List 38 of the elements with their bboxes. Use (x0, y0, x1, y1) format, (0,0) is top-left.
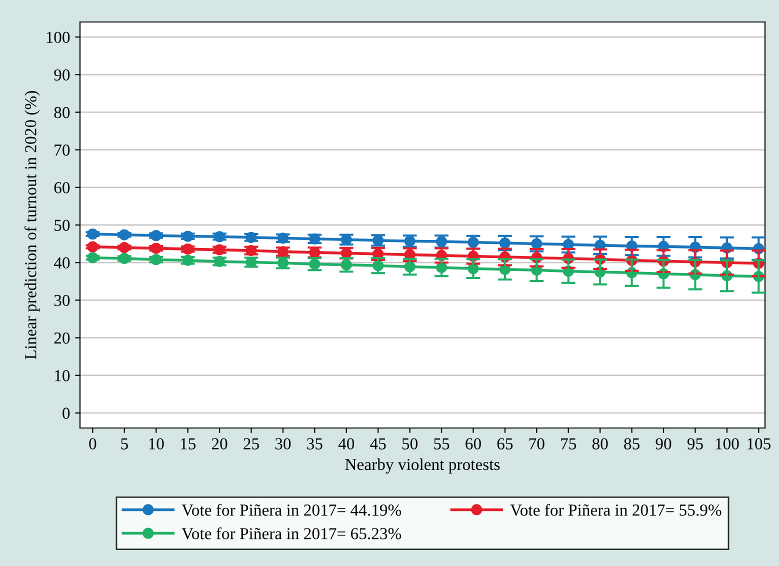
y-tick-label: 50 (54, 220, 70, 231)
x-tick-label: 70 (529, 438, 544, 450)
x-tick-label: 90 (656, 438, 672, 450)
y-tick-label: 80 (54, 106, 70, 118)
x-tick-label: 55 (434, 438, 450, 450)
y-tick-label: 60 (54, 182, 70, 194)
x-tick-label: 85 (624, 438, 640, 450)
y-axis-title: Linear prediction of turnout in 2020 (%) (24, 91, 40, 360)
y-tick-label: 10 (55, 370, 70, 382)
x-tick-label: 5 (121, 438, 128, 450)
legend-label: Vote for Piñera in 2017= 65.23% (182, 527, 402, 540)
x-tick-label: 95 (687, 438, 703, 450)
x-tick-label: 35 (307, 438, 322, 450)
x-tick-label: 105 (748, 438, 771, 450)
x-tick-label: 80 (592, 438, 608, 450)
x-tick-label: 0 (89, 438, 96, 450)
x-tick-label: 40 (338, 438, 354, 450)
x-tick-label: 50 (402, 438, 418, 450)
y-tick-label: 90 (54, 69, 70, 81)
legend-label: Vote for Piñera in 2017= 44.19% (182, 504, 402, 516)
x-axis-title: Nearby violent protests (345, 458, 500, 474)
y-tick-label: 70 (54, 144, 70, 156)
y-tick-label: 100 (46, 32, 70, 43)
x-tick-label: 100 (716, 438, 739, 450)
y-tick-label: 30 (54, 294, 70, 306)
x-tick-label: 30 (275, 438, 291, 450)
x-tick-label: 65 (497, 438, 513, 450)
legend-label: Vote for Piñera in 2017= 55.9% (510, 504, 722, 516)
x-tick-label: 75 (561, 438, 576, 450)
x-tick-label: 45 (370, 438, 386, 450)
y-tick-label: 0 (62, 408, 70, 419)
x-tick-label: 60 (466, 438, 481, 450)
x-tick-label: 20 (212, 438, 228, 450)
y-tick-label: 20 (54, 332, 70, 344)
x-tick-label: 15 (180, 438, 196, 450)
x-tick-label: 10 (149, 438, 164, 450)
x-tick-label: 25 (244, 438, 259, 450)
y-tick-label: 40 (54, 257, 70, 269)
